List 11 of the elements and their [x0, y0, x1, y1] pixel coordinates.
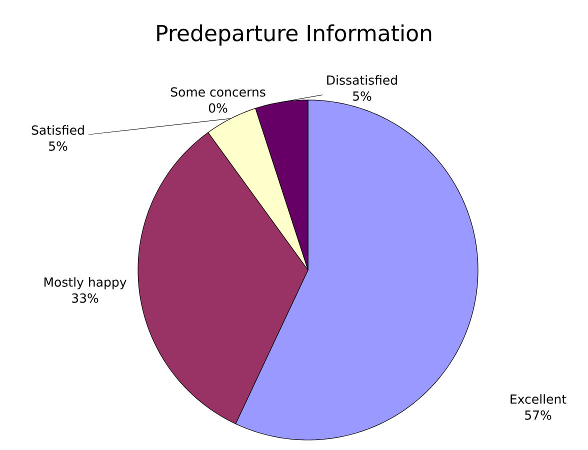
data-label: 5% — [353, 91, 372, 101]
category-label: Some concerns — [170, 87, 266, 97]
slice-label: Mostly happy — [44, 277, 126, 290]
slice-label: Dissatisfied — [327, 75, 397, 85]
data-label: 57% — [525, 410, 552, 420]
slice-label: Excellent — [510, 394, 566, 404]
data-label: 33% — [72, 293, 98, 303]
slice-label: Satisfied — [32, 125, 84, 135]
text: 0% — [208, 103, 228, 113]
data-label: 5% — [49, 141, 68, 151]
chart-title: Predeparture Information — [157, 24, 432, 46]
